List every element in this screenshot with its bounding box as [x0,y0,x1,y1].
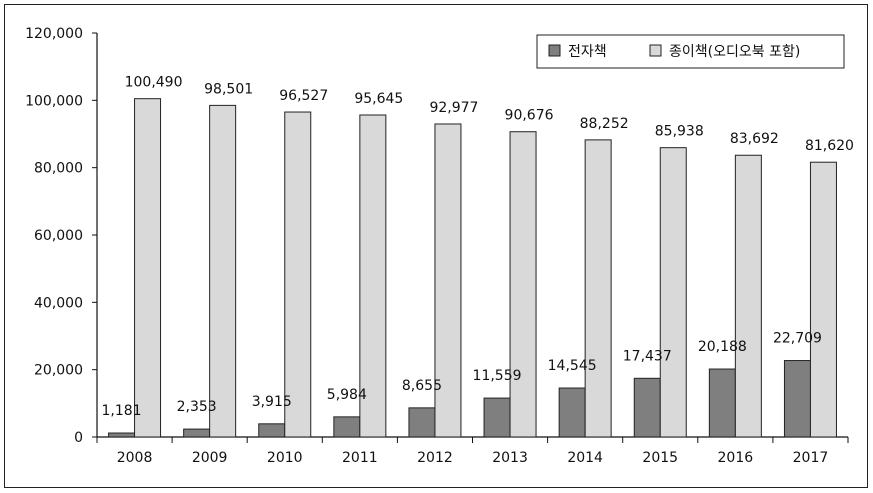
data-label-ebook: 22,709 [773,331,822,347]
data-label-ebook: 20,188 [698,339,747,355]
y-tick-label: 120,000 [25,26,83,42]
bar-paperbook [284,111,312,438]
legend-label-paperbook: 종이책(오디오북 포함) [669,44,800,60]
chart-axes: 0 20,000 40,000 60,000 80,000 100,000 120,000 2… [25,26,849,466]
bar-paperbook [659,147,687,438]
bar-ebook [183,428,211,438]
x-tick-label: 2016 [718,450,754,466]
data-label-paperbook: 81,620 [805,138,854,154]
bar-paperbook [134,98,162,438]
x-tick-label: 2015 [642,450,678,466]
data-label-paperbook: 90,676 [505,108,554,124]
data-label-ebook: 5,984 [327,387,367,403]
bar-ebook [258,423,286,438]
x-tick-label: 2017 [793,450,829,466]
bar-paperbook [809,161,837,438]
bar-paperbook [734,154,762,438]
data-label-paperbook: 96,527 [279,88,328,104]
bar-ebook [783,360,811,438]
data-label-ebook: 14,545 [548,358,597,374]
x-tick-label: 2012 [417,450,453,466]
legend-label-ebook: 전자책 [568,44,607,60]
bar-paperbook [209,104,237,438]
legend-swatch-ebook [548,44,561,57]
bar-ebook [408,407,436,438]
bar-paperbook [434,123,462,438]
legend-box [536,34,845,69]
y-tick-label: 80,000 [34,161,83,177]
x-tick-label: 2013 [492,450,528,466]
bar-paperbook [584,139,612,438]
x-tick-label: 2009 [192,450,228,466]
bar-paperbook [359,114,387,438]
data-label-ebook: 3,915 [252,394,292,410]
data-label-ebook: 17,437 [623,348,672,364]
data-label-paperbook: 95,645 [354,91,403,107]
data-label-paperbook: 83,692 [730,131,779,147]
y-tick-label: 100,000 [25,93,83,109]
bar-ebook [108,432,136,438]
y-tick-label: 60,000 [34,228,83,244]
x-tick-label: 2010 [267,450,303,466]
x-tick-label: 2008 [117,450,153,466]
bar-ebook [558,387,586,438]
legend-swatch-paperbook [649,44,662,57]
x-tick-label: 2014 [567,450,603,466]
data-label-paperbook: 88,252 [580,116,629,132]
chart-bars [108,98,837,438]
data-label-paperbook: 92,977 [429,100,478,116]
data-label-paperbook: 100,490 [125,75,183,91]
bar-ebook [708,368,736,438]
bar-ebook [483,397,511,438]
bar-ebook [633,377,661,438]
data-label-ebook: 11,559 [473,368,522,384]
x-tick-label: 2011 [342,450,378,466]
bar-ebook [333,416,361,438]
data-label-ebook: 8,655 [402,378,442,394]
chart-legend: 전자책 종이책(오디오북 포함) [536,34,845,69]
chart-data-labels: 1,181 100,490 2,353 98,501 3,915 96,527 5,984 9… [102,75,854,419]
data-label-paperbook: 98,501 [204,81,253,97]
bar-paperbook [509,131,537,438]
y-tick-label: 40,000 [34,295,83,311]
data-label-ebook: 1,181 [102,403,142,419]
y-tick-label: 0 [74,430,83,446]
y-tick-label: 20,000 [34,363,83,379]
data-label-paperbook: 85,938 [655,124,704,140]
data-label-ebook: 2,353 [177,399,217,415]
